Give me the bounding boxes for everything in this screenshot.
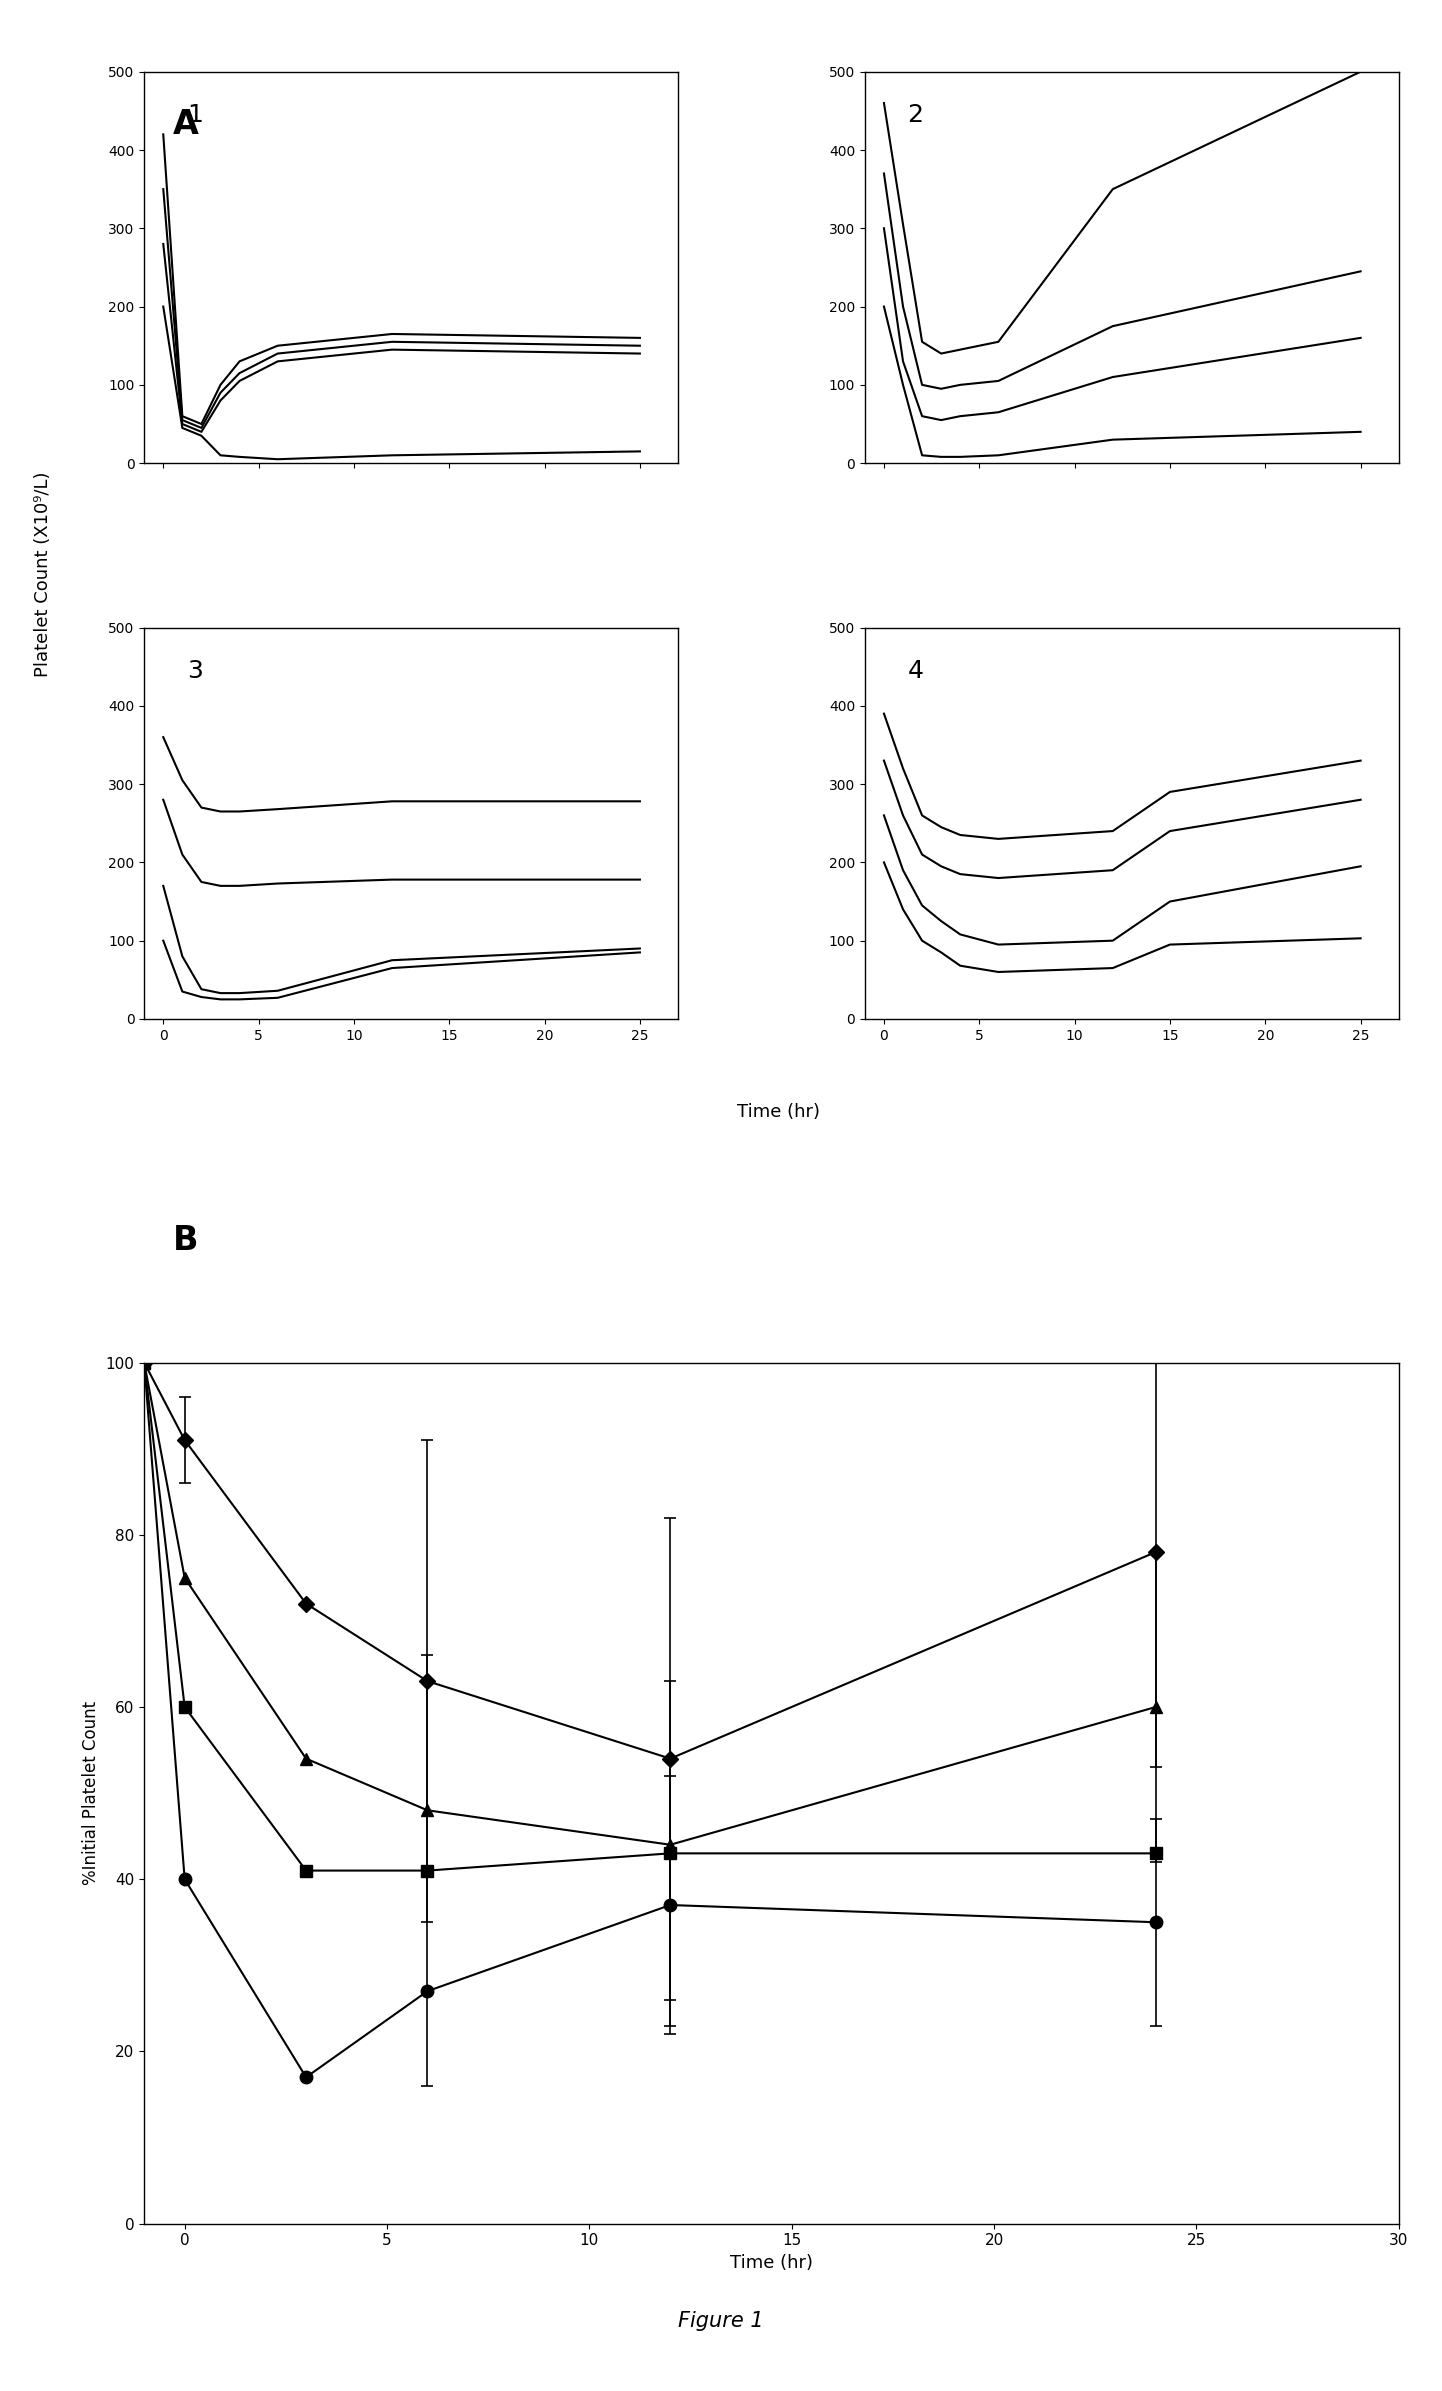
Text: Platelet Count (X10⁹/L): Platelet Count (X10⁹/L): [35, 471, 52, 677]
Text: Figure 1: Figure 1: [678, 2312, 764, 2331]
Text: A: A: [173, 108, 199, 141]
Text: Time (hr): Time (hr): [737, 1102, 820, 1121]
Text: B: B: [173, 1224, 199, 1258]
Y-axis label: %Initial Platelet Count: %Initial Platelet Count: [82, 1700, 99, 1884]
Text: 3: 3: [187, 660, 203, 684]
Text: 2: 2: [907, 103, 923, 127]
X-axis label: Time (hr): Time (hr): [730, 2255, 813, 2271]
Text: 1: 1: [187, 103, 203, 127]
Text: 4: 4: [907, 660, 923, 684]
